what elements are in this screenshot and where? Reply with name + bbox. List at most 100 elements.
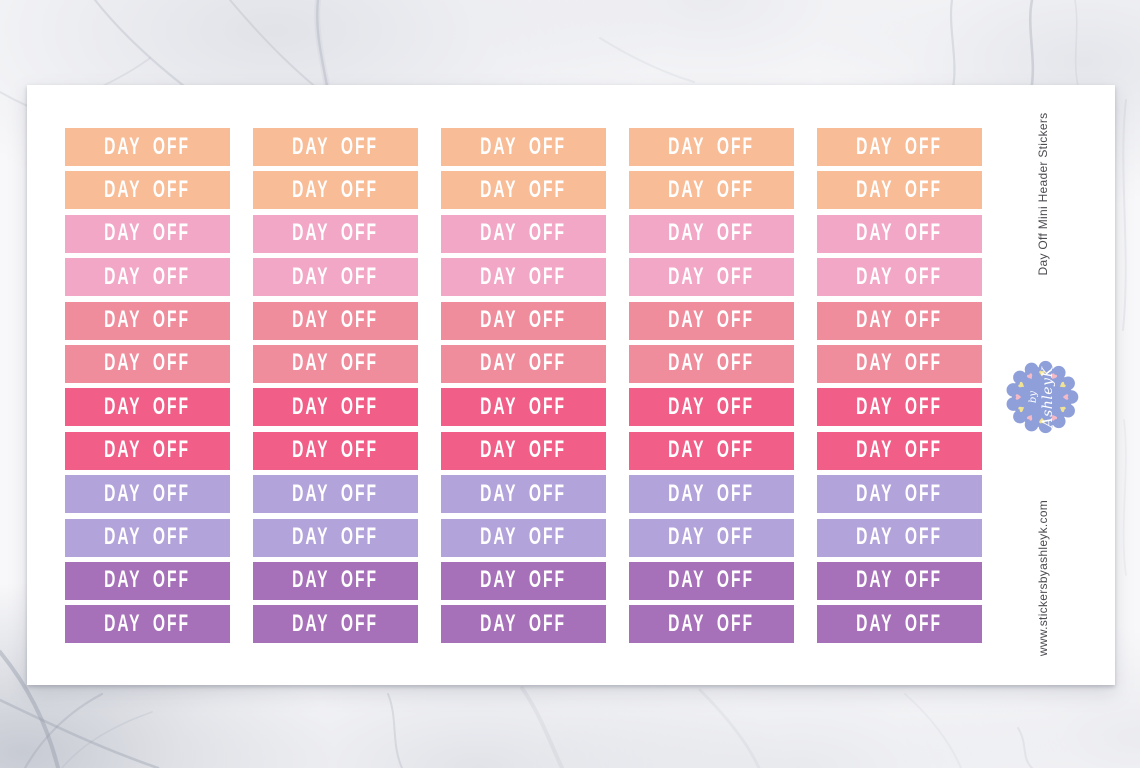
sticker-label: DAY OFF <box>668 350 755 377</box>
sticker-label: DAY OFF <box>856 350 943 377</box>
sticker-day-off: DAY OFF <box>65 431 230 470</box>
sticker-label: DAY OFF <box>480 437 567 464</box>
badge-text: by AshleyK <box>1002 357 1082 437</box>
sticker-label: DAY OFF <box>668 133 755 160</box>
sticker-day-off: DAY OFF <box>629 258 794 297</box>
sticker-label: DAY OFF <box>104 220 191 247</box>
sticker-label: DAY OFF <box>292 610 379 637</box>
sticker-day-off: DAY OFF <box>441 214 606 253</box>
heart-icon <box>1059 381 1066 388</box>
sticker-label: DAY OFF <box>668 393 755 420</box>
sticker-label: DAY OFF <box>856 176 943 203</box>
sticker-label: DAY OFF <box>104 350 191 377</box>
sticker-label: DAY OFF <box>668 263 755 290</box>
sticker-day-off: DAY OFF <box>441 475 606 514</box>
sticker-day-off: DAY OFF <box>253 431 418 470</box>
sticker-day-off: DAY OFF <box>629 518 794 557</box>
sticker-day-off: DAY OFF <box>817 388 982 427</box>
sticker-label: DAY OFF <box>480 350 567 377</box>
sticker-label: DAY OFF <box>856 220 943 247</box>
sticker-label: DAY OFF <box>668 523 755 550</box>
sticker-label: DAY OFF <box>292 393 379 420</box>
heart-icon <box>1039 370 1045 377</box>
sticker-label: DAY OFF <box>856 133 943 160</box>
sticker-day-off: DAY OFF <box>441 518 606 557</box>
sticker-day-off: DAY OFF <box>253 561 418 600</box>
brand-badge: by AshleyK <box>1002 357 1082 437</box>
sticker-day-off: DAY OFF <box>817 128 982 166</box>
sticker-day-off: DAY OFF <box>817 518 982 557</box>
sticker-label: DAY OFF <box>292 437 379 464</box>
sticker-day-off: DAY OFF <box>441 431 606 470</box>
sticker-day-off: DAY OFF <box>817 258 982 297</box>
sticker-label: DAY OFF <box>104 610 191 637</box>
product-title-vertical: Day Off Mini Header Stickers <box>1036 112 1050 276</box>
sticker-label: DAY OFF <box>292 176 379 203</box>
sticker-day-off: DAY OFF <box>253 301 418 340</box>
sticker-label: DAY OFF <box>480 176 567 203</box>
sticker-day-off: DAY OFF <box>65 214 230 253</box>
sticker-day-off: DAY OFF <box>253 344 418 383</box>
heart-icon <box>1018 381 1025 388</box>
sticker-day-off: DAY OFF <box>441 605 606 644</box>
sticker-day-off: DAY OFF <box>629 431 794 470</box>
sticker-label: DAY OFF <box>104 263 191 290</box>
sticker-day-off: DAY OFF <box>65 171 230 210</box>
sticker-day-off: DAY OFF <box>441 301 606 340</box>
sticker-day-off: DAY OFF <box>65 301 230 340</box>
heart-icon <box>1051 373 1058 380</box>
sticker-day-off: DAY OFF <box>629 344 794 383</box>
sticker-label: DAY OFF <box>292 306 379 333</box>
sticker-day-off: DAY OFF <box>629 388 794 427</box>
sticker-day-off: DAY OFF <box>65 605 230 644</box>
sticker-label: DAY OFF <box>668 220 755 247</box>
sticker-label: DAY OFF <box>104 393 191 420</box>
sticker-label: DAY OFF <box>668 567 755 594</box>
badge-by: by <box>1028 390 1039 404</box>
sticker-label: DAY OFF <box>292 523 379 550</box>
sticker-day-off: DAY OFF <box>253 171 418 210</box>
sticker-label: DAY OFF <box>856 567 943 594</box>
sticker-label: DAY OFF <box>104 523 191 550</box>
sticker-label: DAY OFF <box>856 480 943 507</box>
sticker-day-off: DAY OFF <box>817 475 982 514</box>
sticker-label: DAY OFF <box>480 306 567 333</box>
sticker-day-off: DAY OFF <box>65 518 230 557</box>
sticker-label: DAY OFF <box>104 133 191 160</box>
sticker-label: DAY OFF <box>668 480 755 507</box>
sticker-day-off: DAY OFF <box>441 171 606 210</box>
sticker-label: DAY OFF <box>292 567 379 594</box>
sticker-label: DAY OFF <box>668 176 755 203</box>
sticker-label: DAY OFF <box>480 263 567 290</box>
sticker-label: DAY OFF <box>668 437 755 464</box>
sticker-label: DAY OFF <box>292 263 379 290</box>
sticker-label: DAY OFF <box>480 220 567 247</box>
sticker-day-off: DAY OFF <box>817 561 982 600</box>
heart-icon <box>1026 414 1033 421</box>
sticker-day-off: DAY OFF <box>441 128 606 166</box>
sticker-label: DAY OFF <box>668 610 755 637</box>
sticker-day-off: DAY OFF <box>253 214 418 253</box>
sticker-label: DAY OFF <box>292 350 379 377</box>
sticker-day-off: DAY OFF <box>253 258 418 297</box>
sticker-day-off: DAY OFF <box>65 475 230 514</box>
heart-icon <box>1059 406 1066 413</box>
sticker-day-off: DAY OFF <box>817 344 982 383</box>
sticker-day-off: DAY OFF <box>65 388 230 427</box>
sticker-day-off: DAY OFF <box>817 214 982 253</box>
sticker-day-off: DAY OFF <box>65 561 230 600</box>
sticker-label: DAY OFF <box>104 480 191 507</box>
badge-name: AshleyK <box>1040 366 1056 428</box>
sticker-grid: DAY OFF DAY OFF DAY OFF DAY OFF DAY OFF DAY O… <box>65 128 982 644</box>
sticker-label: DAY OFF <box>292 480 379 507</box>
sticker-day-off: DAY OFF <box>65 128 230 166</box>
sticker-label: DAY OFF <box>480 480 567 507</box>
sticker-day-off: DAY OFF <box>253 388 418 427</box>
sticker-day-off: DAY OFF <box>629 128 794 166</box>
sticker-day-off: DAY OFF <box>817 605 982 644</box>
sticker-day-off: DAY OFF <box>253 475 418 514</box>
sticker-day-off: DAY OFF <box>253 605 418 644</box>
heart-icon <box>1039 417 1045 424</box>
sticker-label: DAY OFF <box>104 176 191 203</box>
sticker-label: DAY OFF <box>668 306 755 333</box>
